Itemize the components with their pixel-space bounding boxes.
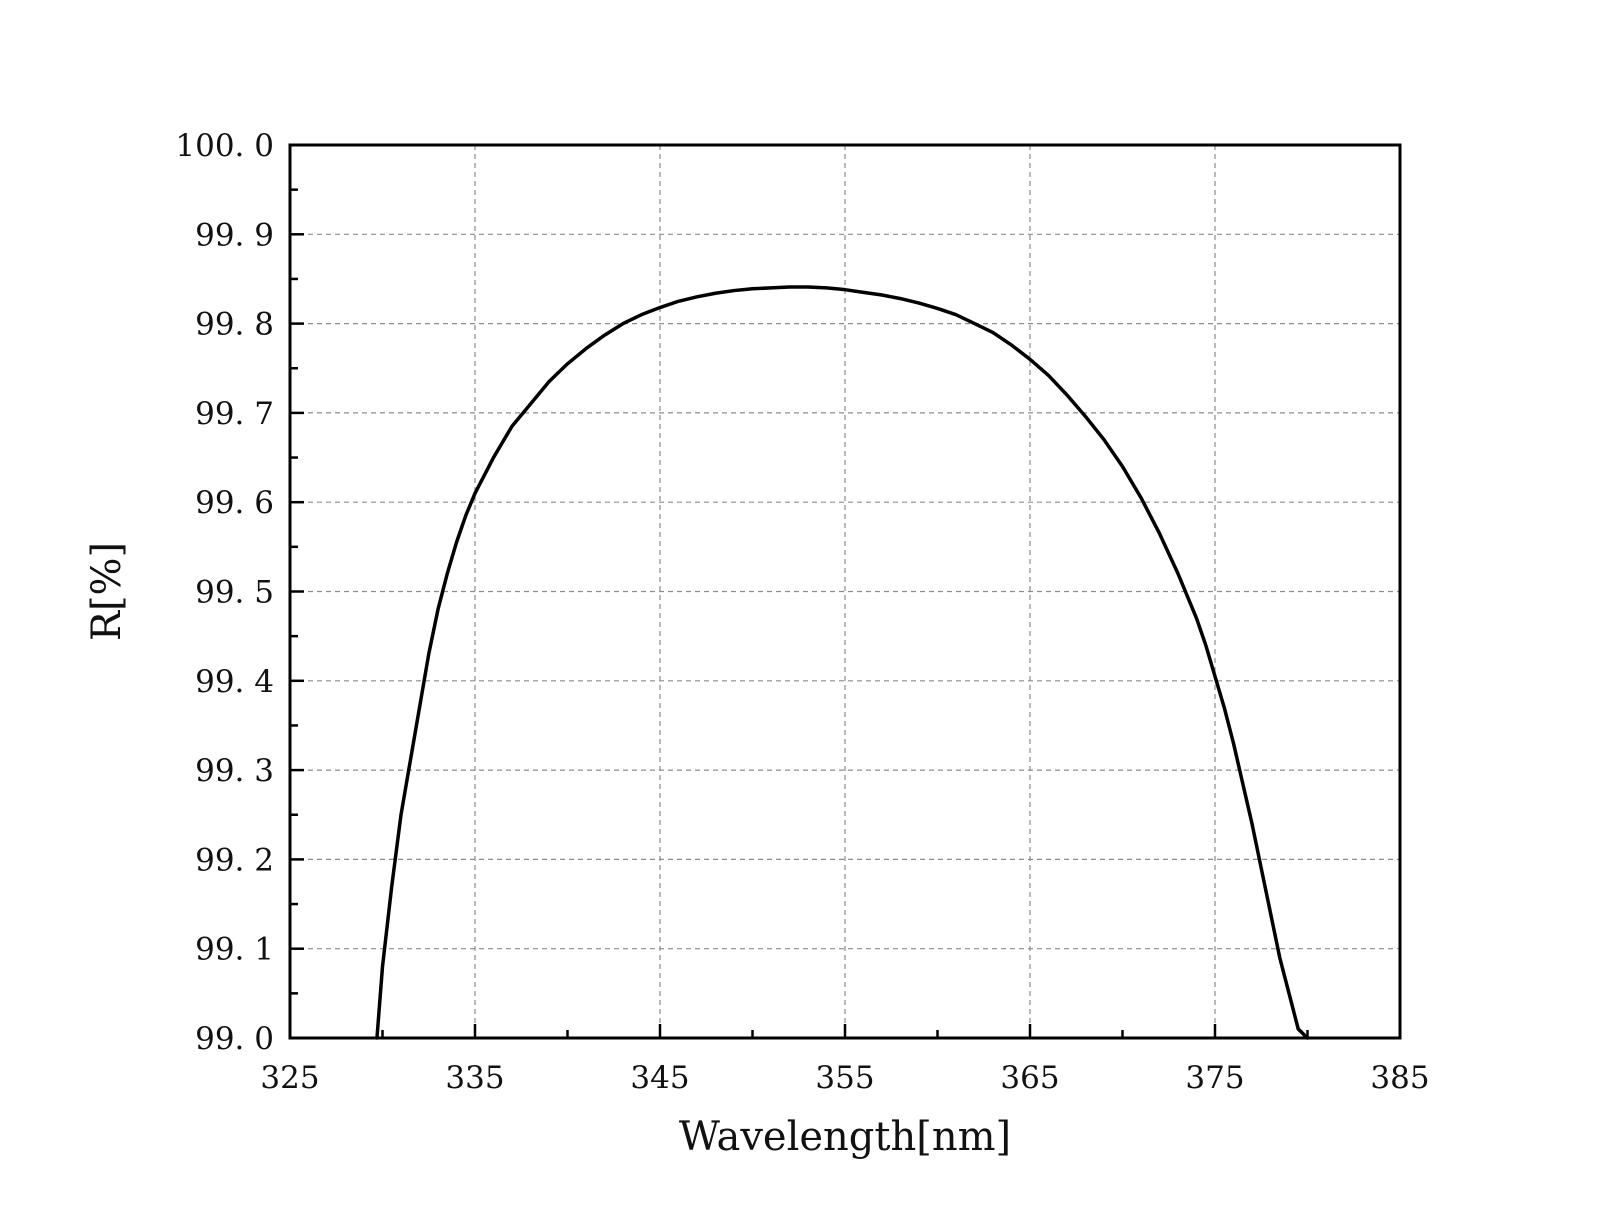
y-tick-label: 99. 5 <box>195 575 274 611</box>
y-tick-label: 99. 7 <box>195 396 274 432</box>
x-axis-title: Wavelength[nm] <box>679 1114 1011 1160</box>
y-tick-label: 99. 0 <box>195 1021 274 1057</box>
y-tick-label: 100. 0 <box>175 128 274 164</box>
y-tick-label: 99. 2 <box>195 842 274 878</box>
x-tick-label: 335 <box>445 1060 504 1096</box>
x-tick-label: 345 <box>630 1060 689 1096</box>
tick-labels: 325 335 345 355 365 375 385 99. 0 99. 1 99. 2 99. … <box>175 128 1429 1096</box>
y-tick-label: 99. 6 <box>195 485 274 521</box>
plot-frame <box>288 143 1402 1040</box>
y-tick-label: 99. 9 <box>195 217 274 253</box>
y-tick-label: 99. 4 <box>195 664 274 700</box>
y-tick-label: 99. 8 <box>195 307 274 343</box>
x-tick-label: 325 <box>260 1060 319 1096</box>
x-tick-label: 375 <box>1185 1060 1244 1096</box>
y-tick-label: 99. 1 <box>195 932 274 968</box>
x-tick-label: 365 <box>1000 1060 1059 1096</box>
y-tick-label: 99. 3 <box>195 753 274 789</box>
x-tick-label: 355 <box>815 1060 874 1096</box>
y-axis-title: R[%] <box>84 542 130 641</box>
grid-lines <box>290 145 1400 1038</box>
x-tick-label: 385 <box>1370 1060 1429 1096</box>
reflectance-curve <box>375 285 1310 1040</box>
